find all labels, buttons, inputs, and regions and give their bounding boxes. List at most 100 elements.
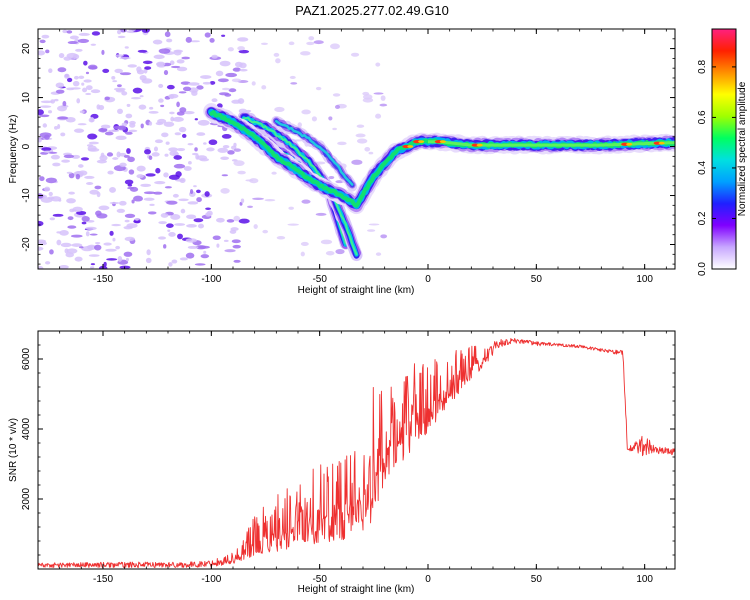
spectrogram-noise-blob (90, 116, 94, 123)
spectrogram-noise-blob (356, 138, 368, 144)
spectrogram-ytick-label: -10 (21, 188, 32, 203)
spectrogram-noise-blob (44, 134, 50, 140)
spectrogram-noise-blob (45, 261, 51, 265)
spectrogram-noise-blob (186, 224, 198, 228)
snr-frame (37, 330, 676, 570)
spectrogram-noise-blob (219, 60, 231, 67)
spectrogram-noise-blob (356, 124, 365, 128)
spectrogram-noise-blob (136, 69, 145, 75)
spectrogram-noise-blob (140, 123, 144, 129)
spectrogram-noise-blob (126, 148, 131, 154)
spectrogram-noise-blob (49, 249, 54, 255)
spectrogram-noise-blob (146, 249, 151, 256)
spectrogram-noise-blob (180, 81, 191, 85)
spectrogram-noise-blob (176, 101, 180, 108)
spectrogram-noise-blob (115, 135, 127, 141)
spectrogram-noise-blob (73, 128, 85, 133)
spectrogram-noise-blob (103, 242, 112, 246)
spectrogram-noise-blob (106, 258, 118, 261)
spectrogram-noise-blob (143, 191, 156, 195)
spectrogram-noise-blob (125, 113, 133, 119)
spectrogram-noise-blob (58, 53, 65, 59)
spectrogram-noise-blob (166, 84, 175, 90)
spectrogram-noise-blob (237, 46, 245, 51)
spectrogram-noise-blob (215, 70, 224, 77)
spectrogram-ytick-label: -20 (21, 237, 32, 252)
spectrogram-noise-blob (163, 244, 167, 249)
spectrogram-peak (626, 142, 633, 146)
spectrogram-noise-blob (88, 66, 98, 70)
spectrogram-noise-blob (117, 29, 122, 35)
colorbar-label: Normalized spectral amplitude (737, 81, 748, 216)
snr-xtick-label: 100 (636, 574, 653, 585)
spectrogram-noise-blob (142, 60, 153, 65)
spectrogram-noise-blob (182, 86, 192, 92)
spectrogram-noise-blob (38, 109, 44, 116)
spectrogram-noise-blob (288, 41, 295, 46)
spectrogram-noise-blob (179, 107, 187, 113)
spectrogram-noise-blob (179, 257, 189, 261)
spectrogram-noise-blob (119, 72, 132, 76)
spectrogram-noise-blob (133, 195, 143, 202)
spectrogram-noise-blob (191, 152, 199, 156)
spectrogram-noise-blob (178, 91, 187, 94)
snr-ytick-label: 6000 (21, 347, 32, 370)
spectrogram-noise-blob (193, 218, 204, 223)
spectrogram-xtick-label: -100 (201, 274, 221, 285)
spectrogram-noise-blob (67, 41, 78, 45)
spectrogram-noise-blob (301, 109, 311, 115)
spectrogram-noise-blob (139, 95, 144, 98)
spectrogram-noise-blob (328, 175, 335, 180)
spectrogram-noise-blob (41, 34, 50, 39)
snr-axes: -150 -100 -50 0 50 100 2000 4000 6000 (21, 330, 675, 585)
spectrogram-noise-blob (185, 238, 198, 243)
spectrogram-noise-blob (169, 111, 175, 115)
spectrogram-noise-blob (124, 236, 135, 242)
spectrogram-noise-blob (128, 129, 138, 133)
spectrogram-noise-blob (170, 65, 181, 69)
spectrogram-noise-blob (148, 121, 153, 126)
spectrogram-noise-blob (78, 246, 84, 249)
spectrogram-noise-blob (128, 169, 135, 175)
spectrogram-noise-blob (85, 231, 90, 237)
spectrogram-noise-blob (89, 233, 98, 236)
spectrogram-noise-blob (135, 218, 139, 221)
colorbar-tick-label: 0.8 (697, 60, 708, 74)
spectrogram-noise-blob (367, 229, 376, 232)
spectrogram-noise-blob (121, 122, 128, 127)
spectrogram-noise-blob (239, 201, 243, 206)
spectrogram-noise-blob (375, 252, 382, 256)
spectrogram-noise-blob (231, 239, 241, 244)
spectrogram-noise-blob (176, 66, 188, 72)
spectrogram-noise-blob (78, 164, 84, 168)
spectrogram-noise-blob (128, 29, 136, 32)
spectrogram-noise-blob (149, 203, 155, 206)
spectrogram-noise-blob (125, 131, 133, 135)
spectrogram-noise-blob (158, 236, 167, 240)
spectrogram-peak (418, 140, 425, 144)
spectrogram-noise-blob (63, 56, 72, 61)
spectrogram-noise-blob (165, 141, 170, 145)
spectrogram-noise-blob (288, 206, 294, 210)
spectrogram-noise-blob (63, 73, 70, 79)
spectrogram-noise-blob (163, 121, 175, 127)
spectrogram-noise-blob (251, 81, 256, 86)
spectrogram-noise-blob (147, 211, 157, 215)
spectrogram-noise-blob (368, 223, 380, 226)
spectrogram-noise-blob (72, 54, 80, 60)
spectrogram-noise-blob (59, 265, 69, 269)
spectrogram-noise-blob (62, 100, 67, 107)
spectrogram-noise-blob (45, 177, 57, 184)
spectrogram-noise-blob (189, 40, 201, 43)
spectrogram-noise-blob (160, 213, 169, 218)
spectrogram-noise-blob (375, 62, 381, 67)
spectrogram-noise-blob (173, 155, 182, 160)
spectrogram-noise-blob (136, 174, 144, 179)
spectrogram-noise-blob (233, 160, 245, 167)
spectrogram-noise-blob (154, 139, 163, 144)
spectrogram-noise-blob (163, 70, 169, 76)
spectrogram-noise-blob (261, 85, 267, 90)
spectrogram-noise-blob (98, 128, 108, 133)
chart-title: PAZ1.2025.277.02.49.G10 (295, 3, 449, 18)
spectrogram-noise-blob (123, 154, 130, 158)
